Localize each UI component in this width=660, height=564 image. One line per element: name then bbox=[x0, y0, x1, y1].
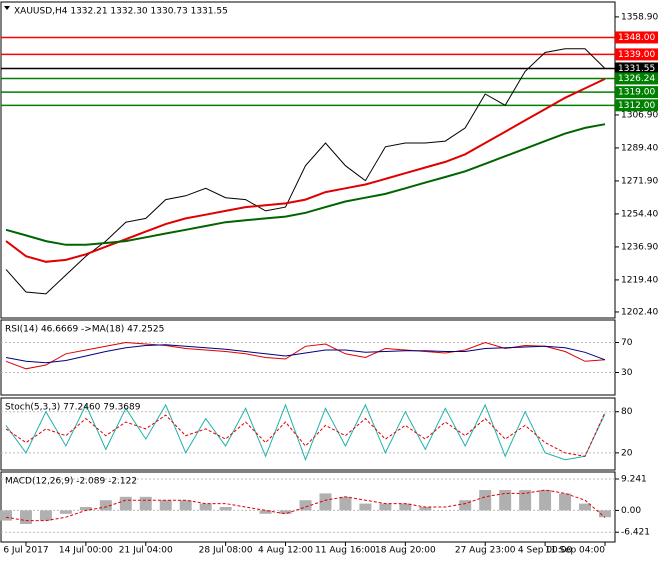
series-line bbox=[5, 123, 606, 246]
x-tick-label: 14 Jul 00:00 bbox=[59, 546, 113, 556]
series-line bbox=[5, 48, 606, 295]
histogram-bar bbox=[59, 510, 72, 514]
histogram-bar bbox=[299, 500, 312, 511]
panel-title: RSI(14) 46.6669 ->MA(18) 47.2525 bbox=[5, 325, 164, 335]
y-tick-label: 1236.90 bbox=[621, 242, 658, 252]
panel-frame bbox=[0, 319, 616, 396]
histogram-bar bbox=[579, 503, 592, 511]
x-tick-label: 18 Aug 20:00 bbox=[375, 546, 436, 556]
histogram-bar bbox=[419, 507, 432, 511]
y-tick-label: 1219.40 bbox=[621, 275, 658, 285]
histogram-bar bbox=[119, 496, 132, 511]
level-label-box bbox=[615, 62, 658, 75]
level-label: 1312.00 bbox=[618, 101, 655, 111]
histogram-bar bbox=[199, 503, 212, 511]
panel-frame bbox=[0, 471, 616, 543]
y-tick-label: 1358.90 bbox=[621, 12, 658, 22]
y-tick-label: 1271.90 bbox=[621, 176, 658, 186]
y-tick-label: 20 bbox=[621, 448, 633, 458]
histogram-bar bbox=[319, 493, 332, 511]
panel-title: Stoch(5,3,3) 77.2460 79.3689 bbox=[5, 403, 141, 413]
y-tick-label: 80 bbox=[621, 407, 633, 417]
level-label: 1331.55 bbox=[618, 64, 655, 74]
histogram-bar bbox=[219, 507, 232, 511]
panel-title: MACD(12,26,9) -2.089 -2.122 bbox=[5, 477, 137, 487]
x-tick-label: 11 Sep 04:00 bbox=[545, 546, 605, 556]
histogram-bar bbox=[479, 490, 492, 511]
x-tick-label: 27 Aug 23:00 bbox=[455, 546, 516, 556]
series-line bbox=[5, 412, 606, 457]
panel-title: XAUUSD,H4 1332.21 1332.30 1330.73 1331.5… bbox=[14, 7, 228, 17]
histogram-bar bbox=[179, 500, 192, 511]
x-tick-label: 28 Jul 08:00 bbox=[199, 546, 253, 556]
series-line bbox=[5, 344, 606, 364]
panel-frame bbox=[0, 1, 616, 319]
level-label-box bbox=[615, 72, 658, 85]
level-label: 1348.00 bbox=[618, 33, 655, 43]
histogram-bar bbox=[139, 496, 152, 511]
histogram-bar bbox=[0, 510, 12, 521]
y-tick-label: 1202.40 bbox=[621, 307, 658, 317]
histogram-bar bbox=[39, 510, 52, 521]
menu-arrow bbox=[4, 6, 10, 10]
level-label-box bbox=[615, 48, 658, 61]
histogram-bar bbox=[259, 510, 272, 514]
histogram-bar bbox=[559, 493, 572, 511]
y-tick-label: 1254.40 bbox=[621, 209, 658, 219]
histogram-bar bbox=[159, 500, 172, 511]
x-tick-label: 11 Aug 16:00 bbox=[315, 546, 376, 556]
x-tick-label: 21 Jul 04:00 bbox=[119, 546, 173, 556]
y-tick-label: 0.00 bbox=[621, 506, 641, 516]
y-tick-label: -6.421 bbox=[621, 528, 650, 538]
level-label: 1339.00 bbox=[618, 50, 655, 60]
level-label: 1326.24 bbox=[618, 74, 655, 84]
histogram-bar bbox=[379, 503, 392, 511]
histogram-bar bbox=[99, 500, 112, 511]
panel-frame bbox=[0, 397, 616, 471]
histogram-bar bbox=[539, 490, 552, 511]
histogram-bar bbox=[399, 503, 412, 511]
histogram-bar bbox=[519, 490, 532, 511]
series-line bbox=[5, 341, 606, 370]
series-line bbox=[5, 489, 606, 522]
level-label: 1319.00 bbox=[618, 88, 655, 98]
histogram-bar bbox=[79, 507, 92, 511]
histogram-bar bbox=[359, 503, 372, 511]
histogram-bar bbox=[279, 510, 292, 514]
y-tick-label: 30 bbox=[621, 368, 633, 378]
series-line bbox=[5, 77, 606, 263]
y-tick-label: 1289.40 bbox=[621, 143, 658, 153]
x-tick-label: 4 Sep 00:00 bbox=[518, 546, 573, 556]
histogram-bar bbox=[339, 496, 352, 511]
y-tick-label: 9.241 bbox=[621, 474, 647, 484]
histogram-bar bbox=[599, 510, 611, 518]
y-tick-label: 1306.90 bbox=[621, 110, 658, 120]
level-label-box bbox=[615, 86, 658, 99]
histogram-bar bbox=[499, 490, 512, 511]
level-label-box bbox=[615, 99, 658, 112]
y-tick-label: 70 bbox=[621, 338, 633, 348]
x-tick-label: 6 Jul 2017 bbox=[3, 546, 48, 556]
histogram-bar bbox=[19, 510, 32, 524]
x-tick-label: 4 Aug 12:00 bbox=[258, 546, 313, 556]
level-label-box bbox=[615, 31, 658, 44]
histogram-bar bbox=[459, 500, 472, 511]
series-line bbox=[5, 403, 606, 462]
